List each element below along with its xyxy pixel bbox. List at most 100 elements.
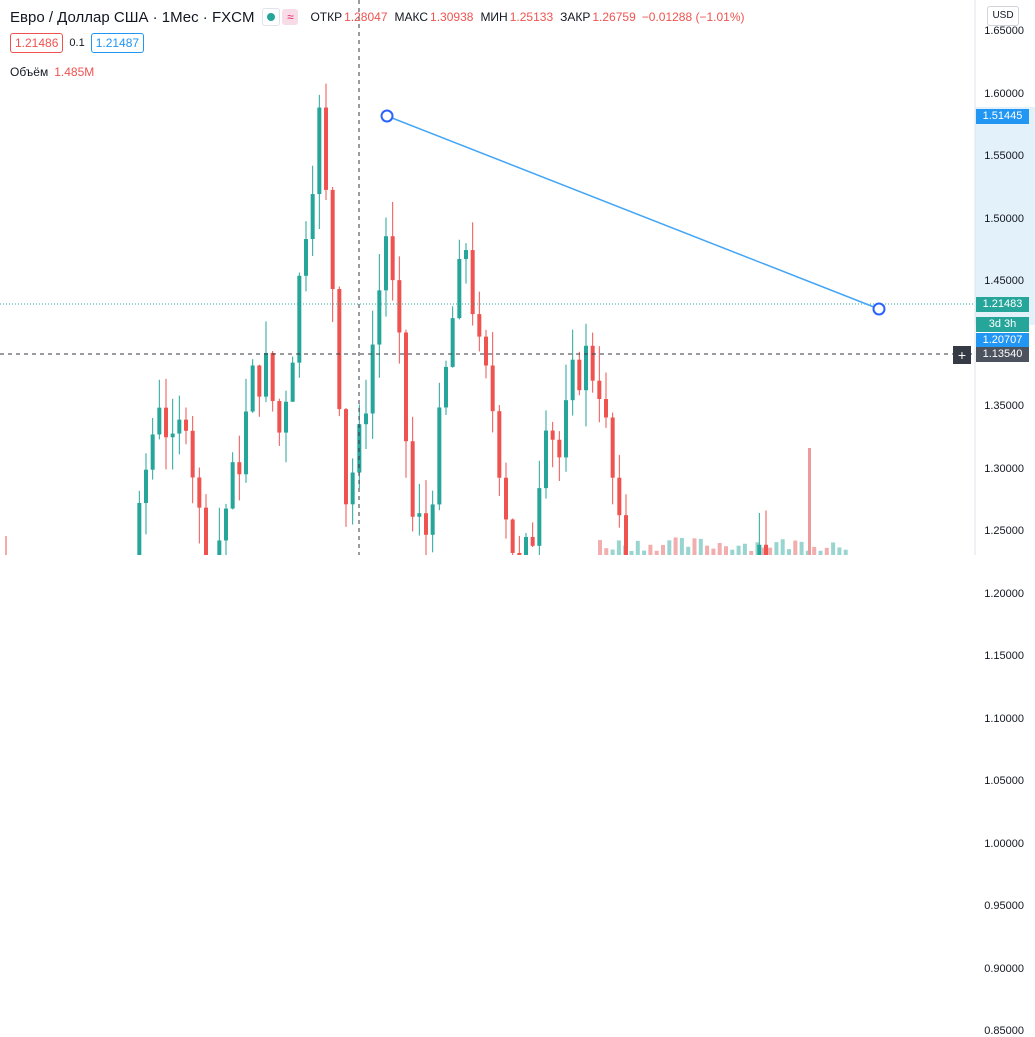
- candle-body[interactable]: [384, 236, 388, 291]
- candle-body[interactable]: [450, 318, 455, 367]
- candle-body[interactable]: [570, 359, 575, 401]
- candle-body[interactable]: [444, 366, 448, 408]
- candle-body[interactable]: [537, 488, 542, 546]
- candle-body[interactable]: [257, 365, 262, 397]
- low-label: МИН: [480, 10, 508, 24]
- candle-body[interactable]: [304, 239, 308, 276]
- volume-bars: [598, 448, 848, 555]
- candle-body[interactable]: [370, 344, 375, 414]
- candle-body[interactable]: [144, 469, 148, 503]
- candle-body[interactable]: [324, 107, 328, 190]
- price-range-highlight: [975, 107, 1035, 325]
- candle-body[interactable]: [764, 544, 768, 555]
- currency-button[interactable]: USD: [987, 6, 1019, 26]
- candle-body[interactable]: [517, 552, 522, 555]
- candle-body[interactable]: [164, 407, 168, 438]
- candle-body[interactable]: [330, 189, 335, 290]
- candle-body[interactable]: [490, 365, 495, 412]
- candle-body[interactable]: [417, 513, 422, 517]
- candle-body[interactable]: [430, 504, 435, 535]
- candle-body[interactable]: [497, 411, 502, 478]
- candle-body[interactable]: [404, 332, 408, 442]
- price-tick-label: 0.85000: [984, 1025, 1024, 1037]
- volume-label: Объём: [10, 65, 49, 79]
- candle-body[interactable]: [177, 419, 182, 434]
- candle-body[interactable]: [484, 336, 488, 366]
- candle-body[interactable]: [190, 430, 195, 478]
- candle-body[interactable]: [757, 544, 762, 555]
- candle-body[interactable]: [290, 362, 295, 402]
- candle-body[interactable]: [250, 365, 255, 412]
- candle-body[interactable]: [277, 401, 282, 433]
- candle-body[interactable]: [610, 417, 615, 478]
- symbol-title[interactable]: Евро / Доллар США · 1Мес · FXCM: [10, 8, 255, 26]
- candle-body[interactable]: [390, 236, 395, 281]
- wave-icon[interactable]: ≈: [282, 9, 299, 25]
- candle-body[interactable]: [524, 536, 528, 555]
- candle-body[interactable]: [457, 259, 462, 319]
- candle-body[interactable]: [244, 411, 248, 475]
- candle-body[interactable]: [317, 107, 322, 195]
- candle-body[interactable]: [564, 400, 568, 458]
- candle-body[interactable]: [310, 194, 315, 240]
- candle-body[interactable]: [264, 352, 268, 397]
- chart-canvas[interactable]: [0, 0, 1035, 555]
- trendline-handle-end[interactable]: [872, 302, 886, 316]
- candle-body[interactable]: [604, 399, 608, 418]
- candle-body[interactable]: [184, 419, 188, 431]
- candle-body[interactable]: [510, 519, 515, 553]
- candle-body[interactable]: [530, 536, 535, 546]
- candle-body[interactable]: [284, 401, 288, 433]
- volume-bar: [749, 550, 754, 555]
- candle-body[interactable]: [364, 413, 368, 425]
- candle-body[interactable]: [550, 430, 555, 440]
- candle-body[interactable]: [197, 477, 202, 508]
- crosshair-price-tag: 1.13540: [976, 347, 1029, 362]
- candle-body[interactable]: [217, 540, 222, 555]
- price-tick-label: 1.65000: [984, 25, 1024, 37]
- candle-body[interactable]: [237, 462, 242, 475]
- price-tag-120707: 1.20707: [976, 333, 1029, 348]
- sell-button[interactable]: 1.21486: [10, 33, 64, 53]
- price-tick-label: 1.00000: [984, 837, 1024, 850]
- candle-body[interactable]: [477, 314, 482, 337]
- candle-body[interactable]: [344, 409, 348, 505]
- candle-body[interactable]: [584, 345, 588, 391]
- candle-body[interactable]: [137, 502, 142, 555]
- candle-body[interactable]: [337, 289, 342, 410]
- candle-body[interactable]: [597, 380, 602, 400]
- candle-body[interactable]: [504, 477, 508, 520]
- candlesticks[interactable]: [4, 83, 881, 555]
- buy-button[interactable]: 1.21487: [90, 33, 145, 53]
- volume-bar-spike: [808, 448, 811, 555]
- candle-body[interactable]: [377, 290, 382, 345]
- candle-body[interactable]: [424, 513, 428, 535]
- candle-body[interactable]: [617, 477, 622, 516]
- candle-body[interactable]: [204, 507, 208, 555]
- candle-body[interactable]: [170, 433, 175, 438]
- candle-body[interactable]: [230, 462, 235, 509]
- candle-body[interactable]: [577, 359, 582, 391]
- candle-body[interactable]: [470, 250, 475, 315]
- candle-body[interactable]: [590, 345, 595, 381]
- candle-body[interactable]: [350, 472, 355, 505]
- candle-body[interactable]: [464, 250, 468, 260]
- candle-body[interactable]: [437, 407, 442, 505]
- candle-body[interactable]: [557, 439, 562, 458]
- trendline-handle-start[interactable]: [380, 109, 394, 123]
- trendline[interactable]: [386, 115, 880, 310]
- candle-body[interactable]: [544, 430, 548, 489]
- plus-icon[interactable]: +: [953, 346, 971, 364]
- volume-bar: [768, 547, 773, 555]
- price-tick-label: 1.15000: [984, 650, 1024, 662]
- candle-body[interactable]: [297, 275, 302, 363]
- market-status-button[interactable]: [262, 8, 281, 26]
- candle-body[interactable]: [150, 434, 155, 470]
- candle-body[interactable]: [624, 515, 628, 555]
- candle-body[interactable]: [397, 280, 402, 333]
- volume-bar: [705, 545, 710, 555]
- candle-body[interactable]: [157, 407, 162, 435]
- candle-body[interactable]: [270, 352, 275, 402]
- candle-body[interactable]: [224, 508, 228, 541]
- candle-body[interactable]: [410, 441, 415, 517]
